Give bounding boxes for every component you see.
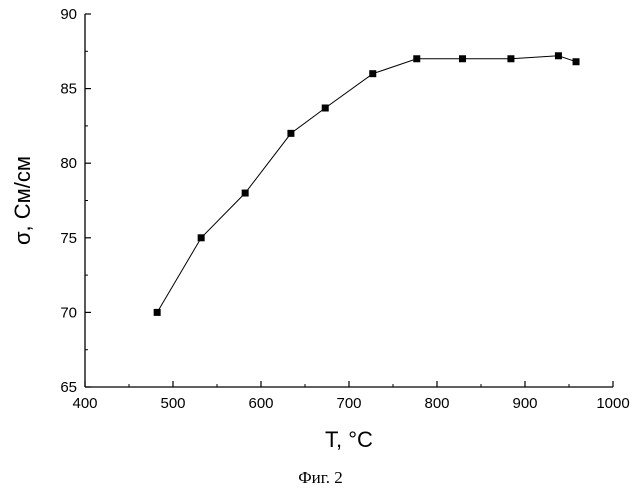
y-tick-label: 75 <box>60 230 77 247</box>
data-point <box>287 130 294 137</box>
x-tick-label: 500 <box>160 395 185 412</box>
data-points <box>154 52 580 316</box>
data-point <box>573 58 580 65</box>
x-tick-label: 400 <box>72 395 97 412</box>
data-point <box>369 70 376 77</box>
y-tick-label: 80 <box>60 155 77 172</box>
data-point <box>242 190 249 197</box>
y-axis-title: σ, См/см <box>10 156 35 245</box>
data-point <box>459 55 466 62</box>
x-axis-ticks: 400 500 600 700 800 900 1000 <box>72 381 629 412</box>
y-tick-label: 70 <box>60 304 77 321</box>
x-tick-label: 900 <box>512 395 537 412</box>
y-tick-label: 90 <box>60 6 77 23</box>
data-point <box>555 52 562 59</box>
x-tick-label: 700 <box>336 395 361 412</box>
data-point <box>198 234 205 241</box>
x-tick-label: 800 <box>424 395 449 412</box>
data-point <box>413 55 420 62</box>
chart: 400 500 600 700 800 900 1000 65 70 75 80 85 90 T, °… <box>0 0 641 465</box>
figure-caption: Фиг. 2 <box>0 468 641 488</box>
series-polyline <box>157 56 576 313</box>
x-tick-label: 600 <box>248 395 273 412</box>
x-axis-title: T, °C <box>325 427 373 452</box>
data-point <box>507 55 514 62</box>
series-line <box>157 56 576 313</box>
data-point <box>154 309 161 316</box>
y-tick-label: 85 <box>60 81 77 98</box>
y-axis-ticks: 65 70 75 80 85 90 <box>60 6 91 396</box>
plot-frame <box>85 14 613 387</box>
x-tick-label: 1000 <box>596 395 629 412</box>
data-point <box>322 104 329 111</box>
y-tick-label: 65 <box>60 379 77 396</box>
